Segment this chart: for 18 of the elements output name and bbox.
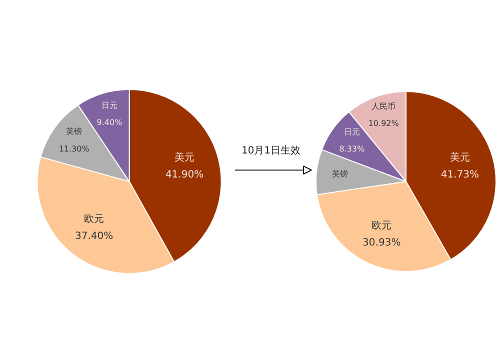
data-label: 30.93% bbox=[362, 238, 401, 249]
data-label: 10.92% bbox=[368, 119, 400, 128]
data-label: 41.90% bbox=[165, 170, 204, 181]
slice-label: 美元 bbox=[450, 151, 470, 164]
data-label: 37.40% bbox=[74, 231, 114, 242]
slice-label: 英镑 bbox=[332, 169, 348, 178]
data-label: 11.30% bbox=[58, 144, 90, 154]
data-label: 9.40% bbox=[96, 118, 123, 128]
slice-label: 欧元 bbox=[84, 214, 104, 225]
slice-label: 人民币 bbox=[372, 102, 396, 112]
slice-label: 欧元 bbox=[372, 220, 392, 232]
slice-label: 美元 bbox=[174, 152, 195, 164]
slice-label: 英镑 bbox=[66, 127, 82, 136]
text: 10月1日生效 bbox=[241, 144, 301, 157]
slice-label: 日元 bbox=[344, 127, 360, 136]
data-label: 8.33% bbox=[339, 144, 366, 154]
slice-label: 日元 bbox=[101, 100, 118, 110]
data-label: 41.73% bbox=[440, 169, 480, 180]
